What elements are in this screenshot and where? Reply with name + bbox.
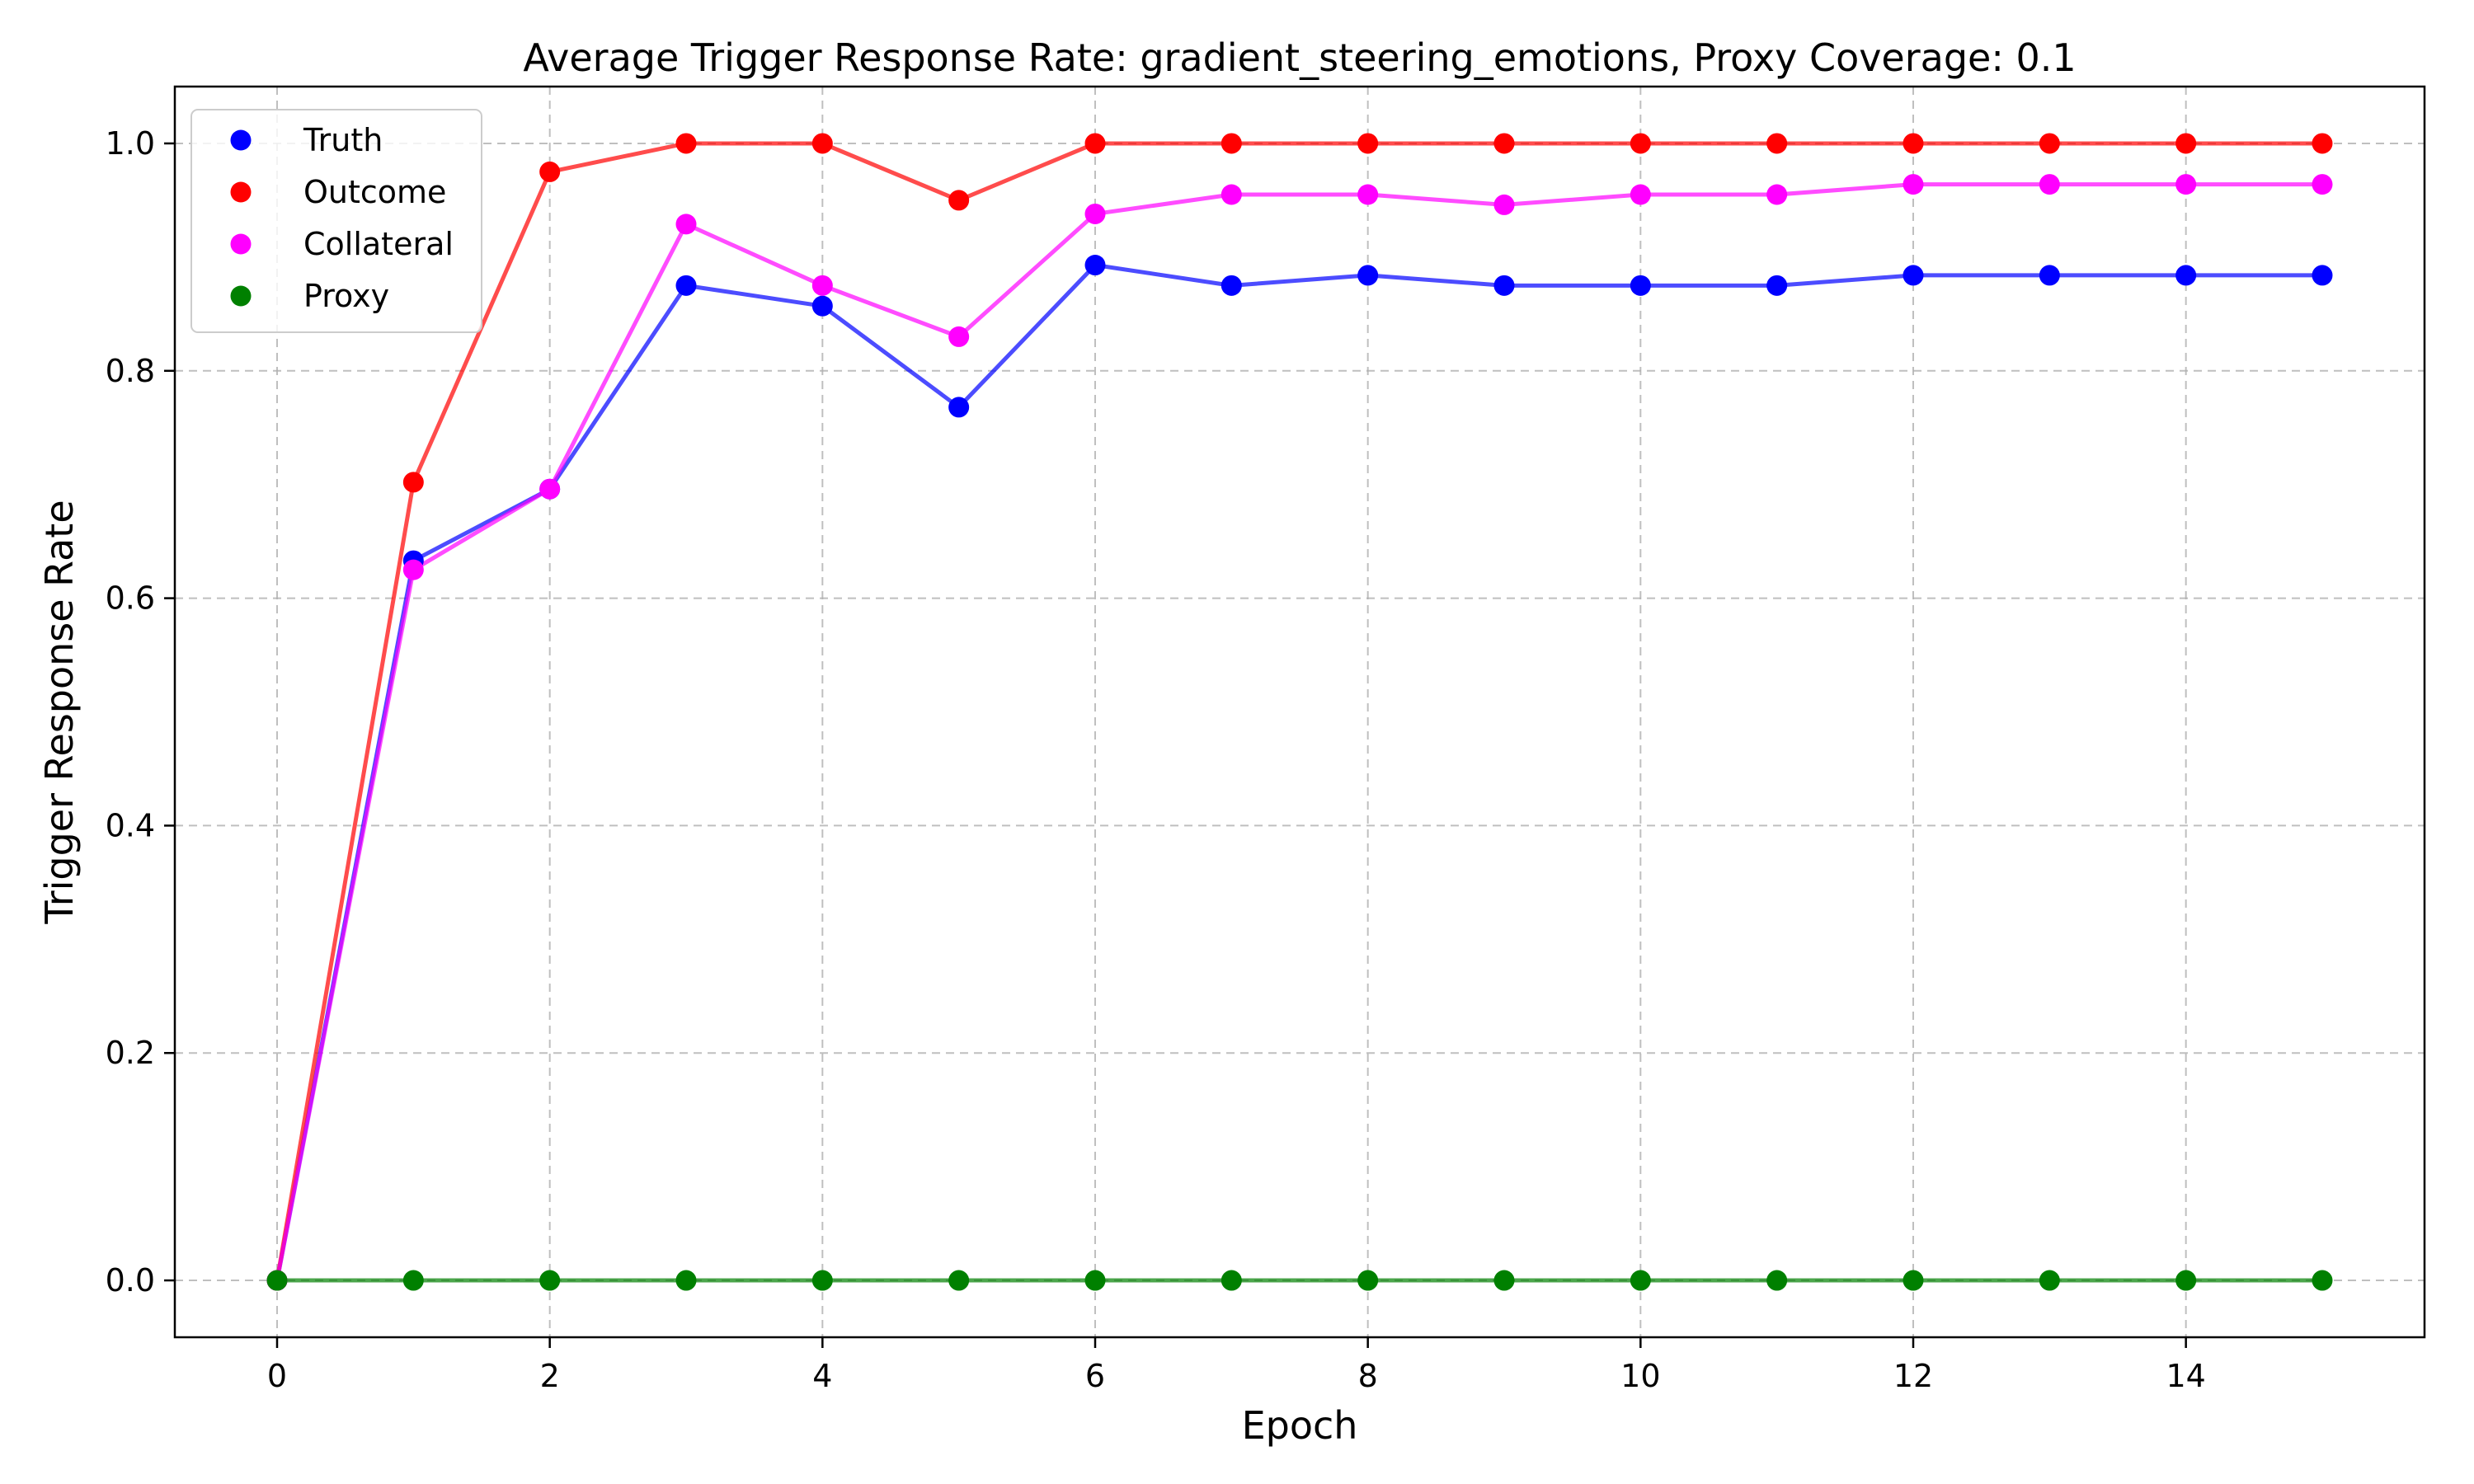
data-point-collateral bbox=[402, 559, 424, 580]
data-point-truth bbox=[675, 275, 697, 296]
data-point-outcome bbox=[2175, 133, 2197, 154]
y-tick-label: 0.0 bbox=[106, 1262, 155, 1298]
data-point-proxy bbox=[948, 1270, 970, 1291]
legend: Truth Outcome Collateral Proxy bbox=[190, 109, 482, 333]
y-axis-label: Trigger Response Rate bbox=[37, 500, 82, 924]
data-point-outcome bbox=[402, 472, 424, 493]
y-tick-label: 0.4 bbox=[106, 807, 155, 843]
legend-label-collateral: Collateral bbox=[303, 226, 454, 262]
data-point-outcome bbox=[948, 190, 970, 211]
data-point-proxy bbox=[266, 1270, 288, 1291]
data-point-proxy bbox=[1903, 1270, 1924, 1291]
x-tick-label: 6 bbox=[1085, 1358, 1105, 1394]
data-point-collateral bbox=[1084, 203, 1106, 224]
legend-label-proxy: Proxy bbox=[303, 278, 389, 314]
data-point-proxy bbox=[811, 1270, 833, 1291]
data-point-truth bbox=[811, 295, 833, 317]
series-points bbox=[266, 133, 2333, 1291]
data-point-proxy bbox=[1766, 1270, 1788, 1291]
data-point-truth bbox=[2039, 265, 2060, 286]
legend-marker-proxy bbox=[230, 285, 252, 307]
data-point-outcome bbox=[1630, 133, 1651, 154]
series-lines bbox=[275, 141, 2325, 1283]
data-point-outcome bbox=[1903, 133, 1924, 154]
data-point-proxy bbox=[1221, 1270, 1242, 1291]
y-axis-ticks: 0.0 0.2 0.4 0.6 0.8 1.0 bbox=[106, 125, 175, 1298]
data-point-proxy bbox=[402, 1270, 424, 1291]
data-point-collateral bbox=[1357, 184, 1379, 205]
data-point-outcome bbox=[675, 133, 697, 154]
x-axis-label: Epoch bbox=[1242, 1403, 1358, 1448]
data-point-collateral bbox=[1493, 194, 1515, 215]
data-point-outcome bbox=[1766, 133, 1788, 154]
data-point-proxy bbox=[1630, 1270, 1651, 1291]
legend-label-outcome: Outcome bbox=[303, 174, 446, 210]
legend-box bbox=[190, 109, 482, 333]
x-tick-label: 8 bbox=[1358, 1358, 1378, 1394]
data-point-outcome bbox=[539, 161, 561, 182]
data-point-proxy bbox=[2039, 1270, 2060, 1291]
plot-area-frame bbox=[173, 85, 2426, 1339]
y-tick-label: 1.0 bbox=[106, 125, 155, 162]
data-point-collateral bbox=[539, 478, 561, 500]
data-point-outcome bbox=[1493, 133, 1515, 154]
data-point-truth bbox=[1357, 265, 1379, 286]
x-tick-label: 0 bbox=[267, 1358, 287, 1394]
data-point-collateral bbox=[811, 275, 833, 296]
y-tick-label: 0.8 bbox=[106, 353, 155, 389]
data-point-outcome bbox=[811, 133, 833, 154]
x-tick-label: 10 bbox=[1620, 1358, 1660, 1394]
y-tick-label: 0.2 bbox=[106, 1035, 155, 1071]
data-point-proxy bbox=[2175, 1270, 2197, 1291]
data-point-truth bbox=[948, 397, 970, 418]
data-point-truth bbox=[1493, 275, 1515, 296]
data-point-proxy bbox=[675, 1270, 697, 1291]
legend-marker-truth bbox=[230, 129, 252, 151]
data-point-collateral bbox=[1903, 174, 1924, 195]
x-tick-label: 14 bbox=[2166, 1358, 2205, 1394]
legend-marker-collateral bbox=[230, 233, 252, 255]
data-point-truth bbox=[1903, 265, 1924, 286]
data-point-collateral bbox=[2312, 174, 2333, 195]
series-line-truth bbox=[275, 263, 2325, 1283]
data-point-truth bbox=[1084, 255, 1106, 276]
data-point-outcome bbox=[2312, 133, 2333, 154]
data-point-collateral bbox=[1221, 184, 1242, 205]
x-axis-ticks: 0 2 4 6 8 10 12 14 bbox=[267, 1337, 2206, 1394]
legend-label-truth: Truth bbox=[303, 122, 383, 158]
data-point-collateral bbox=[2175, 174, 2197, 195]
data-point-proxy bbox=[539, 1270, 561, 1291]
data-point-outcome bbox=[2039, 133, 2060, 154]
data-point-outcome bbox=[1357, 133, 1379, 154]
data-point-truth bbox=[1766, 275, 1788, 296]
series-line-outcome bbox=[275, 141, 2325, 1283]
chart-title: Average Trigger Response Rate: gradient_… bbox=[523, 35, 2076, 80]
data-point-outcome bbox=[1221, 133, 1242, 154]
data-point-collateral bbox=[675, 214, 697, 235]
data-point-truth bbox=[2312, 265, 2333, 286]
data-point-proxy bbox=[1357, 1270, 1379, 1291]
x-tick-label: 12 bbox=[1893, 1358, 1933, 1394]
series-line-collateral bbox=[275, 182, 2325, 1283]
data-point-collateral bbox=[1766, 184, 1788, 205]
data-point-proxy bbox=[1084, 1270, 1106, 1291]
x-tick-label: 2 bbox=[540, 1358, 560, 1394]
data-point-collateral bbox=[1630, 184, 1651, 205]
x-tick-label: 4 bbox=[812, 1358, 832, 1394]
data-point-truth bbox=[1221, 275, 1242, 296]
data-point-collateral bbox=[2039, 174, 2060, 195]
legend-marker-outcome bbox=[230, 181, 252, 203]
data-point-truth bbox=[1630, 275, 1651, 296]
data-point-proxy bbox=[2312, 1270, 2333, 1291]
data-point-truth bbox=[2175, 265, 2197, 286]
data-point-collateral bbox=[948, 326, 970, 347]
data-point-proxy bbox=[1493, 1270, 1515, 1291]
y-tick-label: 0.6 bbox=[106, 580, 155, 617]
data-point-outcome bbox=[1084, 133, 1106, 154]
